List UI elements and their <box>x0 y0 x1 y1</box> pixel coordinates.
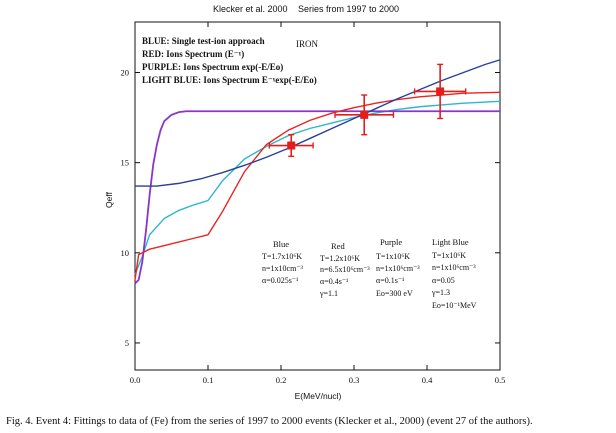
x-tick-label: 0.1 <box>203 375 214 385</box>
param-line: T=1x10⁶K <box>432 251 466 260</box>
param-line: α=0.05 <box>432 276 455 285</box>
param-line: γ=1.3 <box>431 288 450 297</box>
param-block-lightblue: Light Blue T=1x10⁶K n=1x10⁶cm⁻³ α=0.05 γ… <box>431 237 477 310</box>
plot-frame <box>134 21 501 371</box>
x-tick-label: 0.0 <box>130 375 141 385</box>
param-block-purple: Purple T=1x10⁶K n=1x10⁶cm⁻³ α=0.1s⁻¹ Eo=… <box>376 237 420 298</box>
data-marker <box>360 110 369 119</box>
y-tick-label: 5 <box>125 338 129 348</box>
data-point <box>334 94 395 136</box>
header-series: Series from 1997 to 2000 <box>298 4 399 14</box>
param-title: Blue <box>273 239 289 249</box>
param-line: n=6.5x10⁶cm⁻³ <box>320 265 370 274</box>
x-tick-label: 0.4 <box>422 375 433 385</box>
data-point <box>413 63 467 120</box>
header-citation: Klecker et al. 2000 <box>213 4 288 14</box>
x-tick-label: 0.2 <box>276 375 287 385</box>
param-block-blue: Blue T=1.7x10⁶K n=1x10cm⁻³ α=0.025s⁻¹ <box>262 239 304 285</box>
x-axis-label: E(MeV/nucl) <box>295 391 342 401</box>
y-axis-label: Qeff <box>104 191 114 208</box>
param-line: n=1x10⁶cm⁻³ <box>432 263 476 272</box>
y-tick-label: 15 <box>121 158 130 168</box>
y-tick-label: 20 <box>121 67 130 77</box>
element-label: IRON <box>296 39 318 49</box>
y-tick-label: 10 <box>121 248 130 258</box>
data-points <box>268 63 467 158</box>
param-title: Light Blue <box>432 237 469 247</box>
series-line-blue <box>135 59 501 187</box>
data-point <box>268 133 314 158</box>
axis-ticks: 0.0 0.1 0.2 0.3 0.4 0.5 5 10 15 20 <box>121 22 506 385</box>
data-marker <box>436 87 445 96</box>
param-line: T=1.7x10⁶K <box>262 252 302 261</box>
param-title: Purple <box>380 237 402 247</box>
series-line-lightblue <box>134 100 501 275</box>
series-line-purple <box>134 110 500 285</box>
legend-entry-red: RED: Ions Spectrum (E⁻ˠ) <box>142 49 244 59</box>
data-marker <box>287 141 296 150</box>
param-line: γ=1.1 <box>319 289 338 298</box>
param-line: α=0.025s⁻¹ <box>262 276 299 285</box>
param-line: α=0.1s⁻¹ <box>376 276 405 285</box>
legend-entry-blue: BLUE: Single test-ion approach <box>142 36 265 46</box>
series-line-red <box>134 91 501 280</box>
param-line: n=1x10cm⁻³ <box>262 264 304 273</box>
param-line: α=0.4s⁻¹ <box>320 277 349 286</box>
param-line: T=1x10⁶K <box>376 252 410 261</box>
param-line: Eo=300 eV <box>376 289 413 298</box>
figure-caption: Fig. 4. Event 4: Fittings to data of (Fe… <box>6 416 533 427</box>
x-tick-label: 0.5 <box>495 375 506 385</box>
series-lines <box>134 59 501 285</box>
x-tick-label: 0.3 <box>349 375 360 385</box>
legend: BLUE: Single test-ion approach RED: Ions… <box>142 36 317 85</box>
param-title: Red <box>331 241 345 251</box>
legend-entry-lightblue: LIGHT BLUE: Ions Spectrum E⁻ˠexp(-E/Eo) <box>142 75 317 85</box>
param-block-red: Red T=1.2x10⁶K n=6.5x10⁶cm⁻³ α=0.4s⁻¹ γ=… <box>319 241 370 298</box>
legend-entry-purple: PURPLE: Ions Spectrum exp(-E/Eo) <box>142 62 283 72</box>
param-line: n=1x10⁶cm⁻³ <box>376 264 420 273</box>
param-line: Eo=10⁻¹MeV <box>432 301 477 310</box>
param-line: T=1.2x10⁶K <box>320 254 360 263</box>
